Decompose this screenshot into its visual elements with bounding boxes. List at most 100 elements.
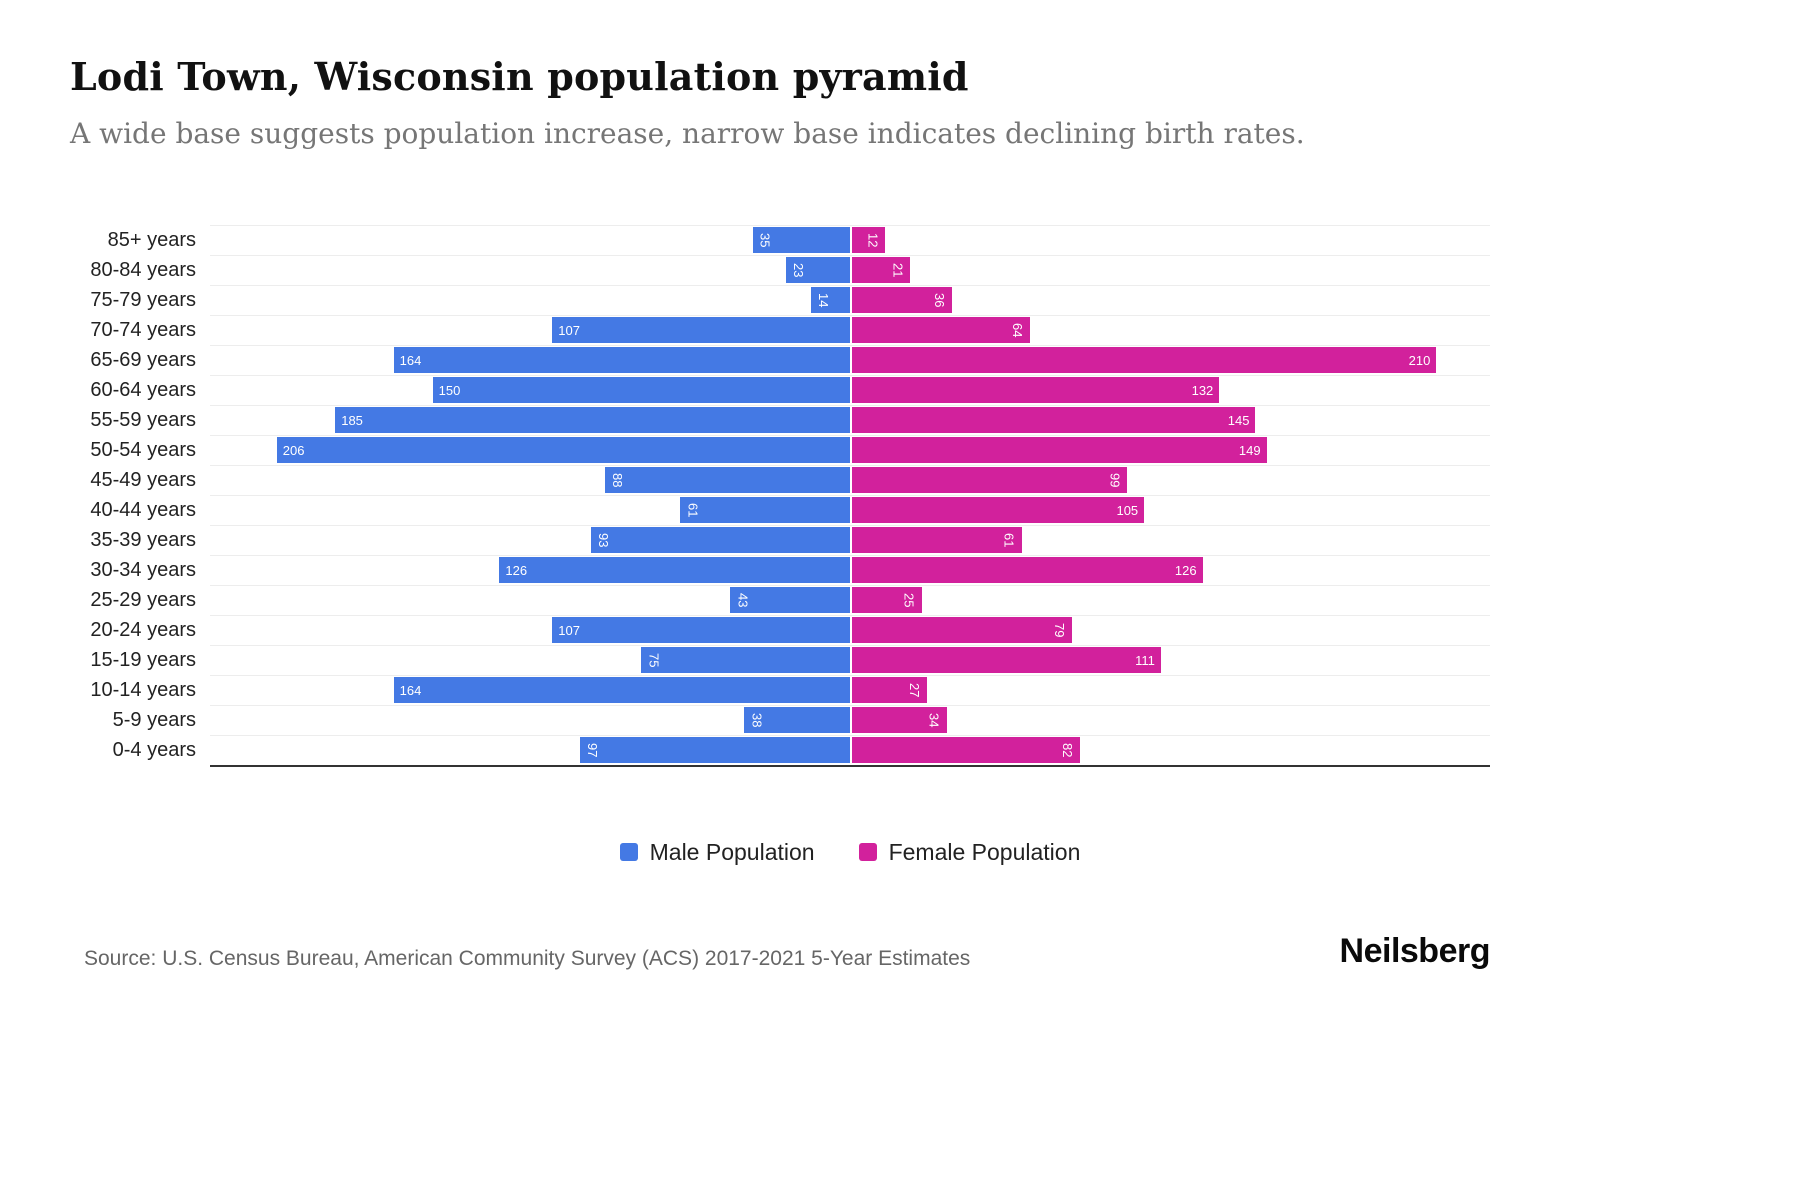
male-bar-value: 107 (558, 322, 580, 338)
male-bar[interactable]: 164 (393, 347, 850, 374)
male-bar-area: 35 (210, 224, 850, 255)
female-bar-value: 145 (1227, 412, 1250, 428)
male-bar[interactable]: 75 (641, 647, 850, 674)
pyramid-row: 55-59 years 185 145 (70, 404, 1490, 435)
pyramid-row: 45-49 years 88 99 (70, 464, 1490, 495)
male-bar-value: 93 (596, 532, 612, 548)
female-bar[interactable]: 12 (852, 227, 886, 254)
female-bar[interactable]: 210 (852, 347, 1437, 374)
male-bar-area: 38 (210, 704, 850, 735)
age-group-label: 85+ years (107, 228, 196, 251)
female-bar-value: 79 (1051, 622, 1067, 638)
female-bar-area: 145 (850, 404, 1490, 435)
female-bar-value: 21 (890, 262, 906, 278)
male-bar-value: 35 (757, 232, 773, 248)
female-bar-area: 99 (850, 464, 1490, 495)
legend-item-male[interactable]: Male Population (619, 838, 815, 866)
female-bar-value: 132 (1191, 382, 1214, 398)
male-bar[interactable]: 97 (580, 737, 850, 764)
female-bar[interactable]: 25 (852, 587, 922, 614)
female-bar-area: 61 (850, 524, 1490, 555)
female-bar-area: 25 (850, 584, 1490, 615)
male-bar-value: 107 (558, 622, 580, 638)
male-swatch-icon (619, 843, 638, 862)
pyramid-row: 70-74 years 107 64 (70, 314, 1490, 345)
male-bar-value: 23 (791, 262, 806, 278)
female-bar[interactable]: 27 (852, 677, 928, 704)
legend-item-female[interactable]: Female Population (858, 838, 1081, 866)
female-bar[interactable]: 21 (852, 257, 911, 284)
x-axis-line (210, 764, 1490, 767)
female-bar[interactable]: 149 (852, 437, 1267, 464)
male-bar-area: 185 (210, 404, 850, 435)
male-bar-area: 88 (210, 464, 850, 495)
neilsberg-logo: Neilsberg (1339, 931, 1491, 970)
chart-title: Lodi Town, Wisconsin population pyramid (70, 54, 969, 99)
male-bar-value: 61 (685, 502, 701, 518)
pyramid-row: 75-79 years 14 36 (70, 284, 1490, 315)
female-bar[interactable]: 34 (852, 707, 947, 734)
male-bar[interactable]: 93 (591, 527, 850, 554)
pyramid-row: 85+ years 35 12 (70, 224, 1490, 255)
male-bar-value: 164 (399, 682, 422, 698)
source-text: Source: U.S. Census Bureau, American Com… (84, 946, 971, 970)
male-bar-value: 75 (646, 652, 662, 668)
female-bar[interactable]: 82 (852, 737, 1081, 764)
legend: Male Population Female Population (210, 839, 1490, 866)
female-bar[interactable]: 64 (852, 317, 1031, 344)
female-bar-value: 34 (926, 712, 942, 728)
age-group-label: 40-44 years (90, 498, 196, 521)
female-bar-value: 12 (865, 232, 881, 248)
female-bar[interactable]: 126 (852, 557, 1203, 584)
female-bar[interactable]: 79 (852, 617, 1072, 644)
male-bar[interactable]: 150 (432, 377, 850, 404)
age-group-label: 15-19 years (90, 648, 196, 671)
pyramid-row: 35-39 years 93 61 (70, 524, 1490, 555)
male-bar[interactable]: 23 (786, 257, 850, 284)
pyramid-row: 30-34 years 126 126 (70, 554, 1490, 585)
pyramid-row: 5-9 years 38 34 (70, 704, 1490, 735)
female-bar[interactable]: 145 (852, 407, 1256, 434)
pyramid-row: 25-29 years 43 25 (70, 584, 1490, 615)
female-bar-value: 105 (1116, 502, 1139, 518)
male-bar-value: 164 (399, 352, 422, 368)
female-bar[interactable]: 61 (852, 527, 1022, 554)
legend-female-label: Female Population (888, 838, 1081, 865)
female-bar[interactable]: 111 (852, 647, 1161, 674)
female-bar[interactable]: 105 (852, 497, 1145, 524)
male-bar[interactable]: 107 (552, 617, 850, 644)
male-bar[interactable]: 126 (499, 557, 850, 584)
male-bar[interactable]: 88 (605, 467, 850, 494)
age-group-label: 65-69 years (90, 348, 196, 371)
male-bar-area: 61 (210, 494, 850, 525)
female-bar[interactable]: 132 (852, 377, 1220, 404)
male-bar[interactable]: 61 (680, 497, 850, 524)
pyramid-row: 60-64 years 150 132 (70, 374, 1490, 405)
male-bar[interactable]: 43 (730, 587, 850, 614)
male-bar[interactable]: 164 (393, 677, 850, 704)
male-bar[interactable]: 38 (744, 707, 850, 734)
female-bar-value: 27 (907, 682, 923, 698)
male-bar[interactable]: 185 (335, 407, 850, 434)
female-bar-area: 64 (850, 314, 1490, 345)
male-bar[interactable]: 206 (276, 437, 850, 464)
female-bar-area: 21 (850, 254, 1490, 285)
age-group-label: 0-4 years (112, 738, 196, 761)
female-bar-area: 111 (850, 644, 1490, 675)
pyramid-row: 65-69 years 164 210 (70, 344, 1490, 375)
male-bar-area: 126 (210, 554, 850, 585)
female-bar-area: 149 (850, 434, 1490, 465)
female-bar[interactable]: 99 (852, 467, 1128, 494)
male-bar-area: 75 (210, 644, 850, 675)
male-bar[interactable]: 107 (552, 317, 850, 344)
male-bar[interactable]: 14 (811, 287, 850, 314)
pyramid-row: 15-19 years 75 111 (70, 644, 1490, 675)
female-bar[interactable]: 36 (852, 287, 953, 314)
female-bar-value: 210 (1408, 352, 1431, 368)
female-bar-value: 149 (1238, 442, 1261, 458)
legend-male-label: Male Population (649, 838, 815, 865)
male-bar[interactable]: 35 (752, 227, 850, 254)
pyramid-row: 40-44 years 61 105 (70, 494, 1490, 525)
male-bar-value: 185 (341, 412, 363, 428)
